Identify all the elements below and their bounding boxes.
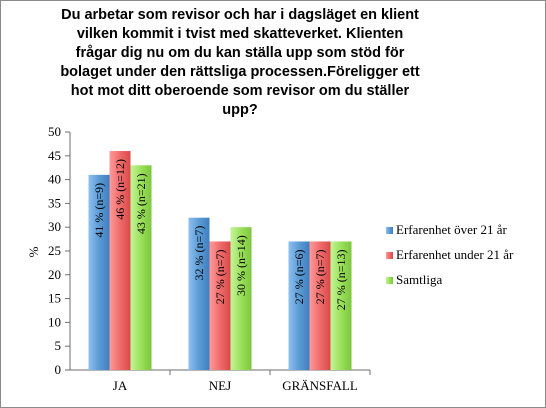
y-tick-label: 25 bbox=[48, 243, 61, 258]
data-label: 30 % (n=14) bbox=[234, 235, 248, 296]
legend-label: Erfarenhet över 21 år bbox=[396, 222, 507, 237]
data-label: 41 % (n=9) bbox=[92, 183, 106, 238]
chart-title: Du arbetar som revisor och har i dagsläg… bbox=[60, 7, 420, 118]
y-tick-label: 5 bbox=[55, 338, 62, 353]
data-label: 27 % (n=6) bbox=[292, 249, 306, 304]
bar-nej-series-1 bbox=[188, 217, 210, 370]
x-category-label: NEJ bbox=[209, 378, 231, 393]
legend-swatch bbox=[386, 277, 393, 284]
y-tick-label: 15 bbox=[48, 291, 61, 306]
legend-swatch bbox=[386, 252, 393, 259]
x-category-label: JA bbox=[113, 378, 128, 393]
y-tick-label: 40 bbox=[48, 172, 61, 187]
data-label: 43 % (n=21) bbox=[134, 173, 148, 234]
y-tick-label: 0 bbox=[55, 362, 62, 377]
bar-gränsfall-series-2 bbox=[309, 241, 331, 370]
data-label: 46 % (n=12) bbox=[113, 159, 127, 220]
y-axis-label: % bbox=[26, 246, 41, 257]
bar-ja-series-2 bbox=[109, 151, 131, 370]
data-label: 27 % (n=13) bbox=[334, 249, 348, 310]
y-tick-label: 50 bbox=[48, 124, 61, 139]
bar-ja-series-3 bbox=[130, 165, 152, 370]
bar-nej-series-2 bbox=[209, 241, 231, 370]
y-tick-label: 30 bbox=[48, 219, 61, 234]
x-category-label: GRÄNSFALL bbox=[282, 378, 358, 393]
bar-nej-series-3 bbox=[230, 227, 252, 370]
legend-label: Samtliga bbox=[396, 272, 442, 287]
legend-swatch bbox=[386, 227, 393, 234]
data-label: 27 % (n=7) bbox=[313, 249, 327, 304]
y-tick-label: 45 bbox=[48, 148, 61, 163]
y-tick-label: 35 bbox=[48, 195, 61, 210]
bar-gränsfall-series-1 bbox=[288, 241, 310, 370]
bar-gränsfall-series-3 bbox=[330, 241, 352, 370]
bar-ja-series-1 bbox=[88, 174, 110, 370]
legend-label: Erfarenhet under 21 år bbox=[396, 247, 514, 262]
data-label: 27 % (n=7) bbox=[213, 249, 227, 304]
data-label: 32 % (n=7) bbox=[192, 226, 206, 281]
y-tick-label: 10 bbox=[48, 314, 61, 329]
y-tick-label: 20 bbox=[48, 267, 61, 282]
